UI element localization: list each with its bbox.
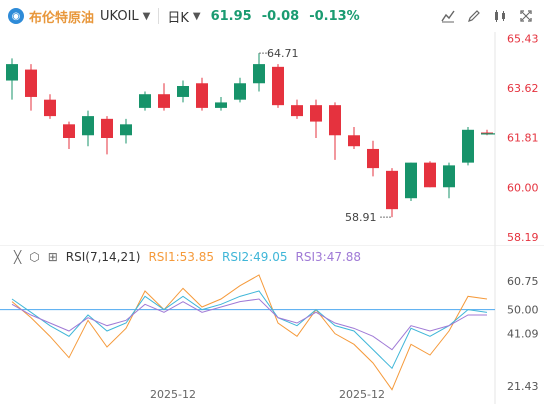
candle-body [177, 86, 189, 97]
candle-body [367, 148, 379, 169]
rsi2-value: RSI2:49.05 [221, 250, 288, 264]
compare-icon[interactable] [490, 6, 510, 26]
candle [63, 121, 75, 149]
candle-body [25, 69, 37, 97]
candle-body [215, 102, 227, 108]
price-change: -0.08 [261, 8, 300, 24]
candle-body [196, 83, 208, 108]
x-tick-label: 2025-12 [150, 388, 196, 401]
candle-body [44, 99, 56, 117]
candle [196, 77, 208, 111]
x-tick-label: 2025-12 [339, 388, 385, 401]
rsi-series-line-rsi2 [11, 290, 488, 370]
y-tick-label: 65.43 [507, 33, 539, 46]
candle [310, 99, 322, 138]
candle [6, 58, 18, 100]
candle-body [158, 94, 170, 108]
y-tick-label: 58.19 [507, 231, 539, 244]
draw-icon[interactable] [464, 6, 484, 26]
rsi-chart[interactable]: 60.75 50.00 41.09 21.43 2025-12 2025-12 [0, 245, 544, 404]
candle [443, 162, 455, 199]
candle [367, 140, 379, 177]
top-bar: ◉ 布伦特原油 UKOIL ▼ 日K ▼ 61.95 -0.08 -0.13% [0, 0, 544, 32]
candle [329, 102, 341, 160]
candle-body [386, 170, 398, 210]
settings-icon[interactable]: ⬡ [29, 250, 40, 264]
chevron-down-icon[interactable]: ▼ [142, 10, 151, 22]
candle [348, 127, 360, 149]
candle-body [63, 124, 75, 138]
candle [44, 94, 56, 119]
rsi-y-tick-label: 60.75 [507, 275, 539, 288]
candle [215, 96, 227, 111]
candle [139, 91, 151, 111]
rsi-series-line-rsi1 [11, 274, 488, 391]
candle-body [101, 118, 113, 138]
candle [386, 168, 398, 218]
oil-drop-icon: ◉ [8, 8, 24, 24]
candle-body [481, 132, 493, 135]
candle-body [424, 162, 436, 188]
candle-body [6, 64, 18, 81]
collapse-icon[interactable]: ╳ [14, 250, 22, 264]
candlestick-chart[interactable]: 65.43 63.62 61.81 60.00 58.19 64.71 58.91 [0, 32, 544, 245]
y-tick-label: 60.00 [507, 181, 539, 194]
candle [234, 77, 246, 103]
instrument-name[interactable]: 布伦特原油 [29, 10, 95, 26]
candle [158, 83, 170, 111]
candle-body [234, 83, 246, 100]
candle-body [443, 165, 455, 188]
candle [101, 116, 113, 155]
rsi-y-tick-label: 21.43 [507, 380, 539, 393]
high-label: 64.71 [267, 47, 299, 60]
rsi1-value: RSI1:53.85 [148, 250, 214, 264]
candle [82, 110, 94, 147]
toggle-icon[interactable]: ⊞ [47, 250, 58, 264]
candle-body [462, 129, 474, 163]
candle [291, 99, 303, 119]
candle [272, 64, 284, 108]
candle-body [120, 124, 132, 136]
rsi-name: RSI(7,14,21) [65, 250, 141, 264]
candle [177, 80, 189, 103]
candle [462, 127, 474, 166]
candle-body [82, 116, 94, 136]
candle-body [310, 105, 322, 122]
low-label: 58.91 [345, 211, 377, 224]
rsi-y-tick-label: 50.00 [507, 304, 539, 317]
candle-body [139, 94, 151, 108]
candle [424, 161, 436, 188]
candle-body [405, 162, 417, 199]
candle [405, 162, 417, 201]
rsi3-value: RSI3:47.88 [295, 250, 362, 264]
ticker-symbol[interactable]: UKOIL [100, 8, 139, 24]
candle-body [348, 135, 360, 147]
candle [25, 64, 37, 111]
candle [120, 118, 132, 144]
price-change-pct: -0.13% [309, 8, 360, 24]
rsi-legend: ╳ ⬡ ⊞ RSI(7,14,21) RSI1:53.85 RSI2:49.05… [14, 250, 361, 264]
candle-body [253, 64, 265, 84]
chevron-down-icon[interactable]: ▼ [192, 10, 201, 22]
candle [253, 53, 265, 92]
fullscreen-icon[interactable] [516, 6, 536, 26]
y-tick-label: 63.62 [507, 82, 539, 95]
candle-body [329, 105, 341, 136]
last-price: 61.95 [210, 8, 252, 24]
y-tick-label: 61.81 [507, 132, 539, 145]
candle-body [291, 105, 303, 117]
rsi-y-tick-label: 41.09 [507, 327, 539, 340]
candle-body [272, 66, 284, 106]
divider [158, 8, 160, 24]
period-selector[interactable]: 日K [167, 10, 189, 26]
rsi-series-line-rsi3 [11, 298, 487, 351]
indicator-icon[interactable] [438, 6, 458, 26]
